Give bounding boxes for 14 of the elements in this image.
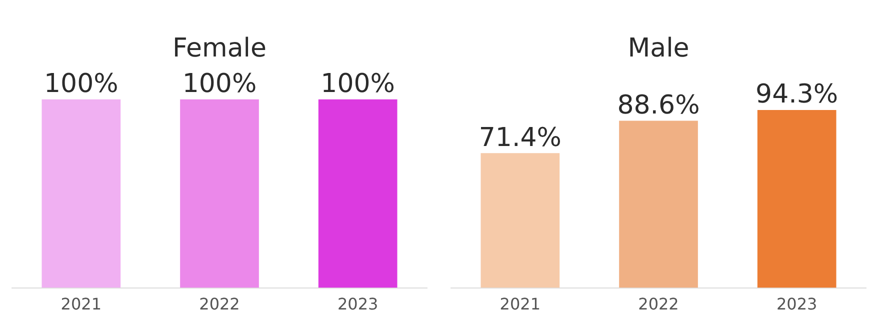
chart-title: Male (628, 33, 690, 64)
x-tick-label: 2022 (199, 294, 240, 314)
data-label: 100% (44, 68, 118, 99)
x-tick-label: 2023 (776, 294, 818, 314)
x-tick-label: 2023 (337, 294, 378, 314)
x-tick-label: 2021 (500, 294, 541, 314)
data-label: 100% (320, 68, 396, 99)
data-label: 71.4% (478, 122, 562, 153)
data-label: 100% (182, 68, 257, 99)
data-label: 88.6% (617, 90, 700, 120)
x-tick-label: 2021 (60, 294, 102, 314)
x-tick-label: 2022 (638, 294, 679, 314)
data-label: 94.3% (756, 80, 838, 110)
chart-title: Female (172, 33, 267, 64)
